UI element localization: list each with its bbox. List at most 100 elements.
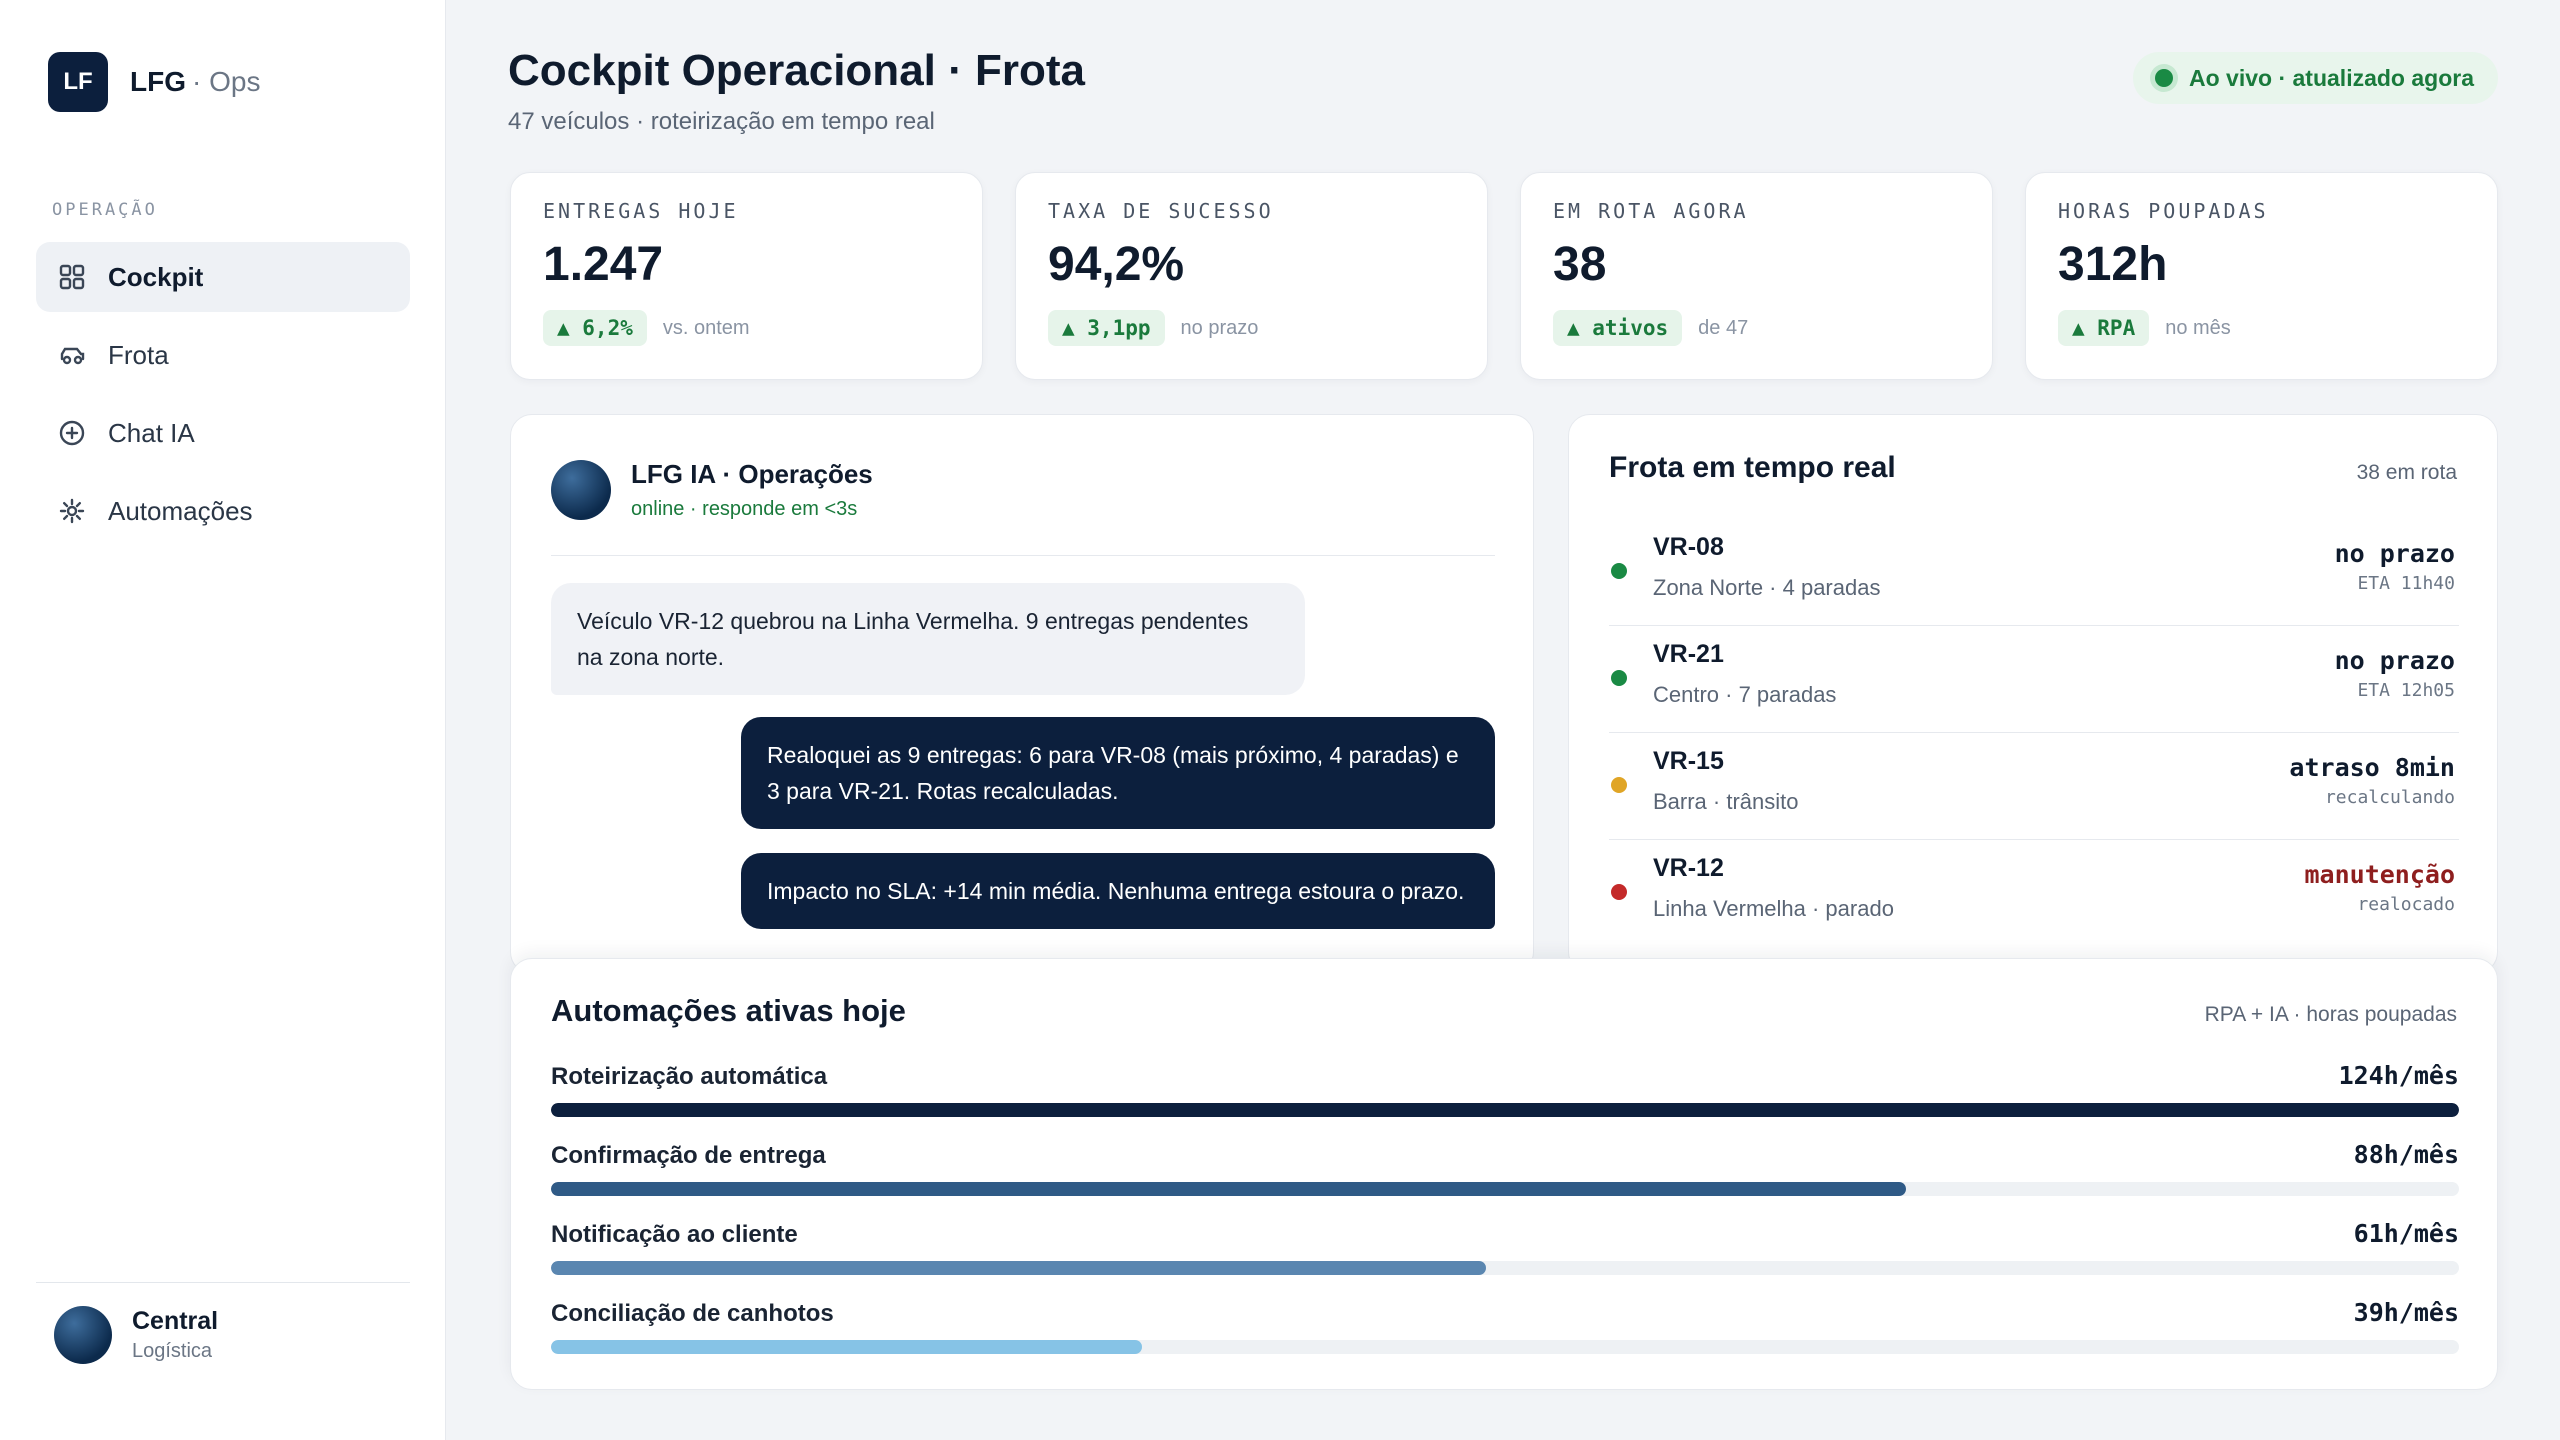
nav-section-label: OPERAÇÃO	[52, 200, 158, 220]
user-role: Logística	[132, 1340, 213, 1362]
vehicle-eta: realocado	[2357, 894, 2455, 915]
automation-value: 61h/mês	[2353, 1219, 2459, 1248]
vehicle-status: no prazo	[2334, 539, 2455, 568]
sidebar-item-cockpit[interactable]: Cockpit	[36, 242, 410, 312]
sidebar: LF LFG · Ops OPERAÇÃO Cockpit Frota	[0, 0, 446, 1440]
sidebar-item-label: Cockpit	[108, 261, 204, 292]
sidebar-item-label: Chat IA	[108, 417, 195, 448]
kpi-label: HORAS POUPADAS	[2058, 199, 2269, 223]
fleet-title: Frota em tempo real	[1609, 451, 1896, 484]
sidebar-item-frota[interactable]: Frota	[36, 320, 410, 390]
kpi-delta-badge: ▲ 3,1pp	[1048, 310, 1165, 346]
chat-divider	[551, 555, 1495, 556]
status-dot-icon	[1611, 777, 1627, 793]
automation-label: Conciliação de canhotos	[551, 1300, 834, 1327]
automation-value: 88h/mês	[2353, 1140, 2459, 1169]
car-icon	[56, 339, 88, 371]
progress-track	[551, 1182, 2459, 1196]
gear-icon	[56, 495, 88, 527]
progress-fill	[551, 1340, 1143, 1354]
kpi-value: 312h	[2058, 238, 2168, 291]
automation-value: 124h/mês	[2338, 1061, 2459, 1090]
sidebar-nav: Cockpit Frota Chat IA	[36, 242, 410, 554]
kpi-label: TAXA DE SUCESSO	[1048, 199, 1274, 223]
vehicle-id: VR-08	[1653, 533, 1724, 561]
automation-row[interactable]: Notificação ao cliente 61h/mês	[551, 1217, 2459, 1296]
sidebar-item-automacoes[interactable]: Automações	[36, 476, 410, 546]
automation-row[interactable]: Confirmação de entrega 88h/mês	[551, 1138, 2459, 1217]
kpi-label: EM ROTA AGORA	[1553, 199, 1749, 223]
fleet-row[interactable]: VR-15 Barra · trânsito atraso 8min recal…	[1609, 733, 2459, 840]
brand-logo: LF	[48, 52, 108, 112]
chat-message-outgoing: Impacto no SLA: +14 min média. Nenhuma e…	[741, 853, 1495, 929]
progress-track	[551, 1340, 2459, 1354]
progress-track	[551, 1103, 2459, 1117]
sidebar-item-label: Automações	[108, 495, 253, 526]
vehicle-eta: recalculando	[2324, 787, 2455, 808]
kpi-note: de 47	[1698, 316, 1749, 339]
live-status-badge: Ao vivo · atualizado agora	[2133, 52, 2498, 104]
brand[interactable]: LF LFG · Ops	[48, 52, 260, 112]
chat-panel: LFG IA · Operações online · responde em …	[510, 414, 1534, 974]
page-subtitle: 47 veículos · roteirização em tempo real	[508, 108, 935, 135]
status-dot-icon	[1611, 670, 1627, 686]
kpi-delta-badge: ▲ ativos	[1553, 310, 1683, 346]
vehicle-eta: ETA 12h05	[2357, 680, 2455, 701]
vehicle-status: no prazo	[2334, 646, 2455, 675]
status-dot-icon	[1611, 884, 1627, 900]
vehicle-id: VR-21	[1653, 640, 1724, 668]
plus-circle-icon	[56, 417, 88, 449]
vehicle-id: VR-15	[1653, 747, 1724, 775]
vehicle-status: manutenção	[2304, 860, 2455, 889]
user-profile[interactable]: Central Logística	[54, 1306, 218, 1364]
chat-title: LFG IA · Operações	[631, 459, 873, 489]
automation-label: Confirmação de entrega	[551, 1142, 826, 1169]
automation-value: 39h/mês	[2353, 1298, 2459, 1327]
progress-fill	[551, 1103, 2459, 1117]
kpi-cards: ENTREGAS HOJE 1.247 ▲ 6,2% vs. ontem TAX…	[510, 172, 2498, 380]
kpi-card-entregas[interactable]: ENTREGAS HOJE 1.247 ▲ 6,2% vs. ontem	[510, 172, 983, 380]
avatar	[551, 460, 611, 520]
kpi-delta-badge: ▲ 6,2%	[543, 310, 647, 346]
automations-list: Roteirização automática 124h/mês Confirm…	[551, 1059, 2459, 1375]
grid-icon	[56, 261, 88, 293]
kpi-note: vs. ontem	[662, 316, 750, 339]
kpi-label: ENTREGAS HOJE	[543, 199, 739, 223]
page-title: Cockpit Operacional · Frota	[508, 46, 1085, 95]
kpi-card-taxa-sucesso[interactable]: TAXA DE SUCESSO 94,2% ▲ 3,1pp no prazo	[1015, 172, 1488, 380]
progress-fill	[551, 1182, 1906, 1196]
fleet-row[interactable]: VR-12 Linha Vermelha · parado manutenção…	[1609, 840, 2459, 947]
sidebar-item-label: Frota	[108, 339, 169, 370]
automations-panel: Automações ativas hoje RPA + IA · horas …	[510, 958, 2498, 1390]
vehicle-id: VR-12	[1653, 854, 1724, 882]
chat-header: LFG IA · Operações online · responde em …	[551, 459, 873, 521]
brand-name: LFG	[130, 66, 186, 97]
automation-row[interactable]: Roteirização automática 124h/mês	[551, 1059, 2459, 1138]
sidebar-item-chat-ia[interactable]: Chat IA	[36, 398, 410, 468]
chat-status: online · responde em <3s	[631, 498, 858, 520]
vehicle-status: atraso 8min	[2289, 753, 2455, 782]
automations-title: Automações ativas hoje	[551, 993, 906, 1028]
vehicle-detail: Linha Vermelha · parado	[1653, 896, 1894, 921]
automation-label: Roteirização automática	[551, 1063, 828, 1090]
automations-note: RPA + IA · horas poupadas	[2204, 1003, 2457, 1026]
kpi-card-horas-poupadas[interactable]: HORAS POUPADAS 312h ▲ RPA no mês	[2025, 172, 2498, 380]
sidebar-divider	[36, 1282, 410, 1283]
kpi-card-em-rota[interactable]: EM ROTA AGORA 38 ▲ ativos de 47	[1520, 172, 1993, 380]
vehicle-detail: Barra · trânsito	[1653, 789, 1799, 814]
fleet-count: 38 em rota	[2356, 461, 2457, 484]
kpi-note: no mês	[2165, 316, 2231, 339]
progress-fill	[551, 1261, 1486, 1275]
automation-label: Notificação ao cliente	[551, 1221, 798, 1248]
live-dot-icon	[2155, 69, 2173, 87]
vehicle-eta: ETA 11h40	[2357, 573, 2455, 594]
fleet-list: VR-08 Zona Norte · 4 paradas no prazo ET…	[1609, 519, 2459, 947]
live-status-text: Ao vivo · atualizado agora	[2189, 64, 2474, 91]
automation-row[interactable]: Conciliação de canhotos 39h/mês	[551, 1296, 2459, 1375]
progress-track	[551, 1261, 2459, 1275]
fleet-row[interactable]: VR-21 Centro · 7 paradas no prazo ETA 12…	[1609, 626, 2459, 733]
status-dot-icon	[1611, 563, 1627, 579]
fleet-row[interactable]: VR-08 Zona Norte · 4 paradas no prazo ET…	[1609, 519, 2459, 626]
kpi-value: 94,2%	[1048, 238, 1185, 291]
chat-message-incoming: Veículo VR-12 quebrou na Linha Vermelha.…	[551, 583, 1305, 695]
